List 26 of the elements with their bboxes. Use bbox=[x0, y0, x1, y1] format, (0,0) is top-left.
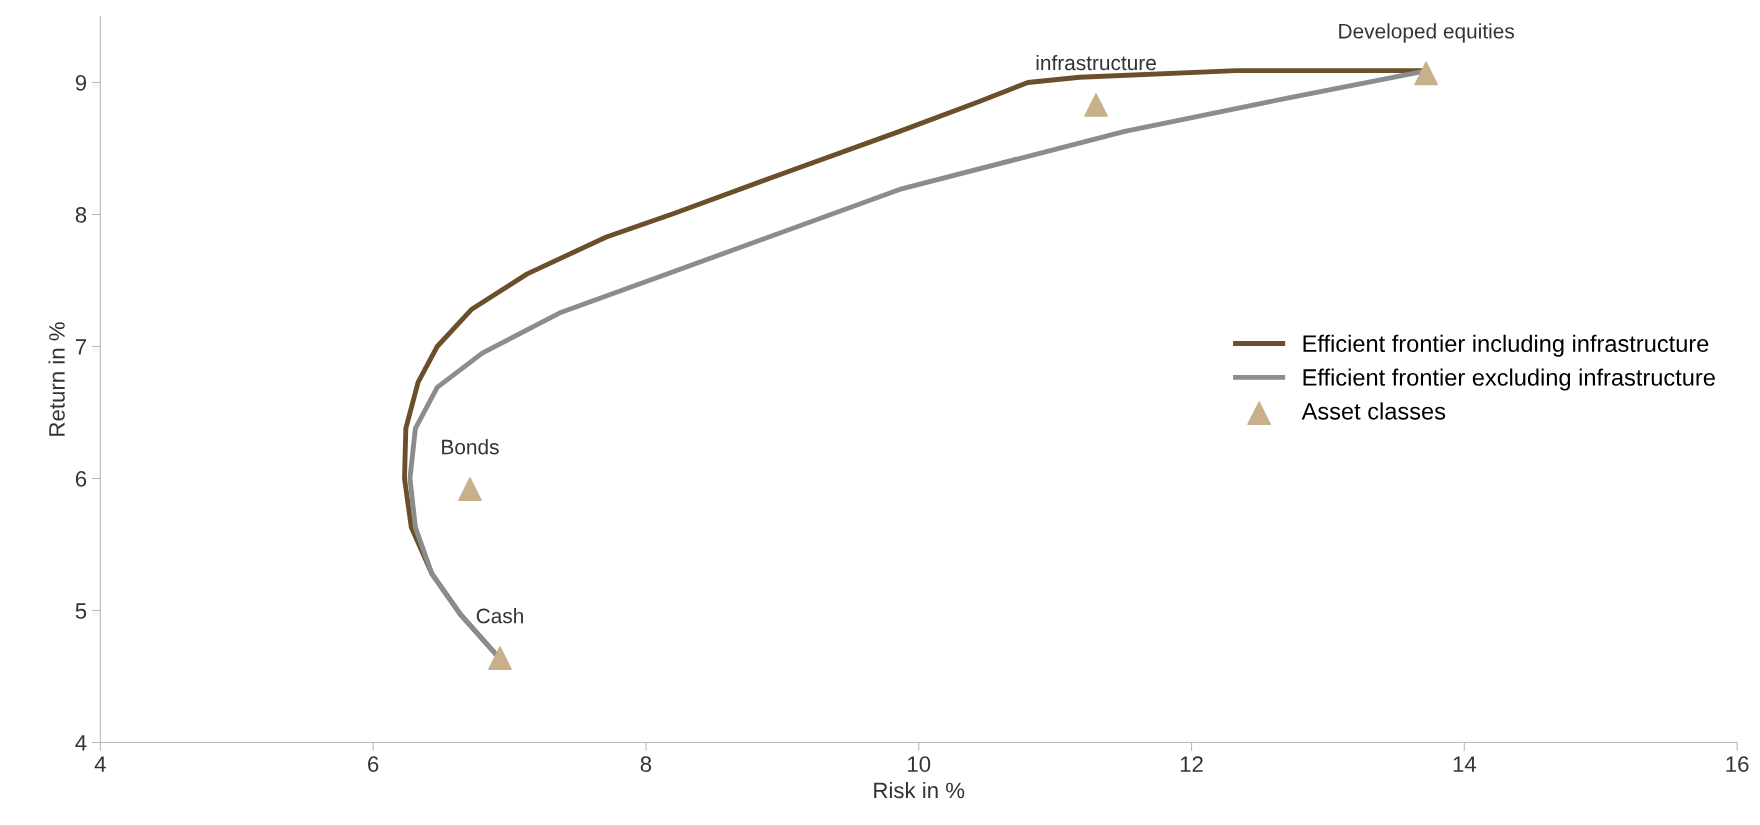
y-tick-label: 5 bbox=[75, 603, 87, 619]
legend-label: Efficient frontier including infrastructure bbox=[1303, 334, 1709, 357]
x-tick-label: 16 bbox=[1726, 756, 1749, 773]
y-tick-label: 6 bbox=[75, 471, 87, 487]
x-tick-label: 4 bbox=[94, 756, 106, 772]
x-axis-title: Risk in % bbox=[874, 781, 965, 799]
annotation: Developed equities bbox=[1339, 23, 1514, 43]
point bbox=[458, 477, 482, 501]
x-tick-label: 10 bbox=[908, 756, 931, 773]
point bbox=[488, 646, 512, 670]
x-tick-label: 12 bbox=[1180, 756, 1203, 772]
legend-label: Asset classes bbox=[1301, 402, 1446, 420]
y-tick-label: 8 bbox=[75, 207, 87, 223]
x-tick-label: 8 bbox=[640, 756, 652, 773]
annotation: Bonds bbox=[442, 439, 499, 455]
y-tick-label: 7 bbox=[75, 339, 87, 355]
y-tick-label: 4 bbox=[75, 735, 87, 751]
annotation: infrastructure bbox=[1036, 54, 1156, 71]
x-tick-label: 6 bbox=[368, 756, 379, 773]
y-tick-label: 9 bbox=[75, 75, 87, 91]
y-axis-title: Return in % bbox=[48, 322, 65, 436]
x-tick-label: 14 bbox=[1453, 756, 1477, 772]
point bbox=[1414, 61, 1439, 86]
point bbox=[1084, 93, 1108, 117]
legend-label: Efficient frontier excluding infrastructure bbox=[1303, 368, 1715, 391]
annotation: Cash bbox=[476, 608, 523, 624]
